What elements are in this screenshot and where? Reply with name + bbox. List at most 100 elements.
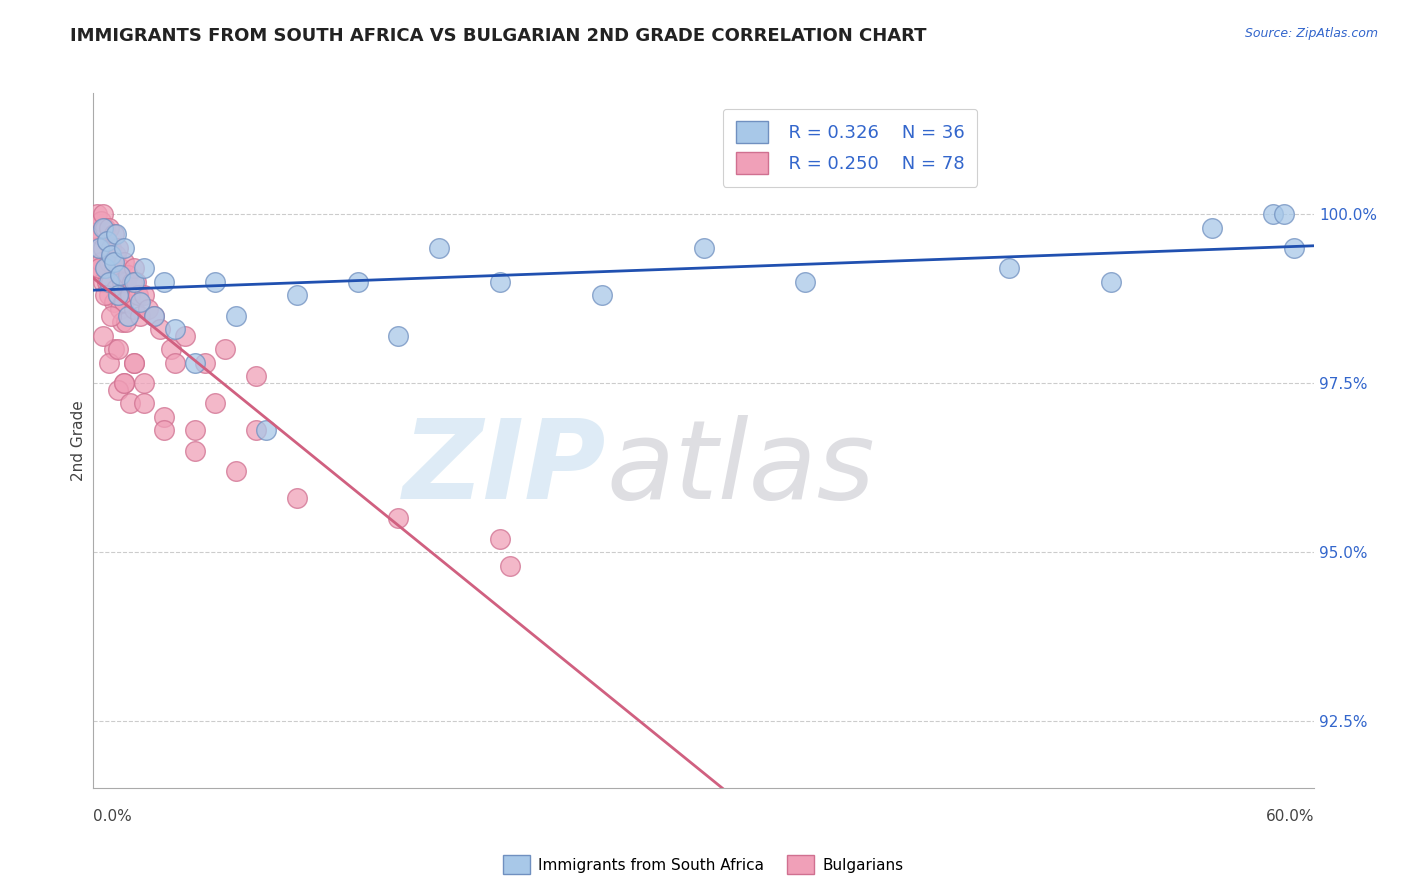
Point	[96, 275, 118, 289]
Y-axis label: 2nd Grade: 2nd Grade	[72, 401, 86, 481]
Point	[93, 275, 115, 289]
Point	[86, 207, 108, 221]
Point	[107, 343, 129, 357]
Point	[100, 309, 122, 323]
Point	[89, 227, 111, 242]
Point	[93, 207, 115, 221]
Point	[94, 261, 117, 276]
Point	[111, 275, 134, 289]
Point	[98, 220, 121, 235]
Point	[387, 511, 409, 525]
Point	[163, 322, 186, 336]
Point	[149, 322, 172, 336]
Point	[100, 241, 122, 255]
Text: Source: ZipAtlas.com: Source: ZipAtlas.com	[1244, 27, 1378, 40]
Point	[132, 288, 155, 302]
Point	[84, 220, 107, 235]
Point	[107, 288, 129, 302]
Point	[346, 275, 368, 289]
Point	[489, 275, 512, 289]
Point	[104, 248, 127, 262]
Point	[153, 424, 176, 438]
Point	[184, 443, 207, 458]
Point	[89, 261, 111, 276]
Point	[489, 532, 512, 546]
Legend: Immigrants from South Africa, Bulgarians: Immigrants from South Africa, Bulgarians	[496, 849, 910, 880]
Point	[122, 301, 145, 316]
Point	[94, 288, 117, 302]
Point	[254, 424, 277, 438]
Point	[143, 309, 166, 323]
Point	[90, 254, 112, 268]
Point	[204, 275, 226, 289]
Point	[103, 227, 125, 242]
Point	[107, 241, 129, 255]
Point	[122, 261, 145, 276]
Point	[98, 288, 121, 302]
Point	[98, 254, 121, 268]
Point	[114, 315, 136, 329]
Point	[114, 275, 136, 289]
Point	[692, 241, 714, 255]
Point	[86, 241, 108, 255]
Point	[1272, 207, 1295, 221]
Point	[591, 288, 613, 302]
Point	[117, 309, 139, 323]
Point	[107, 383, 129, 397]
Text: 60.0%: 60.0%	[1265, 809, 1315, 823]
Point	[103, 295, 125, 310]
Point	[122, 356, 145, 370]
Point	[153, 409, 176, 424]
Point	[184, 424, 207, 438]
Point	[93, 220, 115, 235]
Legend:   R = 0.326    N = 36,   R = 0.250    N = 78: R = 0.326 N = 36, R = 0.250 N = 78	[723, 109, 977, 187]
Point	[153, 275, 176, 289]
Point	[1099, 275, 1122, 289]
Point	[89, 261, 111, 276]
Text: ZIP: ZIP	[402, 415, 606, 522]
Point	[159, 343, 181, 357]
Point	[245, 424, 267, 438]
Point	[1201, 220, 1223, 235]
Point	[499, 558, 522, 573]
Point	[100, 275, 122, 289]
Point	[94, 220, 117, 235]
Point	[1282, 241, 1305, 255]
Point	[163, 356, 186, 370]
Point	[285, 491, 308, 505]
Text: IMMIGRANTS FROM SOUTH AFRICA VS BULGARIAN 2ND GRADE CORRELATION CHART: IMMIGRANTS FROM SOUTH AFRICA VS BULGARIA…	[70, 27, 927, 45]
Point	[794, 275, 817, 289]
Point	[103, 254, 125, 268]
Point	[103, 261, 125, 276]
Point	[118, 396, 141, 410]
Point	[173, 328, 195, 343]
Point	[132, 376, 155, 390]
Point	[108, 268, 131, 282]
Point	[93, 328, 115, 343]
Point	[112, 295, 135, 310]
Point	[108, 261, 131, 276]
Point	[194, 356, 217, 370]
Point	[118, 288, 141, 302]
Point	[90, 214, 112, 228]
Point	[285, 288, 308, 302]
Point	[96, 234, 118, 248]
Point	[112, 254, 135, 268]
Point	[132, 261, 155, 276]
Point	[204, 396, 226, 410]
Point	[111, 315, 134, 329]
Point	[98, 356, 121, 370]
Point	[89, 241, 111, 255]
Point	[94, 261, 117, 276]
Point	[225, 309, 247, 323]
Point	[184, 356, 207, 370]
Point	[117, 268, 139, 282]
Point	[121, 275, 143, 289]
Point	[1263, 207, 1285, 221]
Point	[108, 301, 131, 316]
Point	[96, 234, 118, 248]
Point	[225, 464, 247, 478]
Point	[136, 301, 159, 316]
Point	[122, 356, 145, 370]
Point	[427, 241, 450, 255]
